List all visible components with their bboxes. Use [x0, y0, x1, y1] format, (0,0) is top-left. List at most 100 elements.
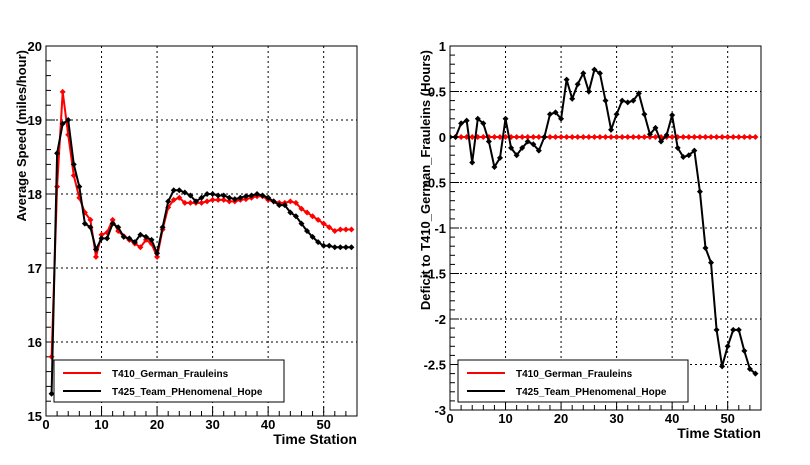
deficit-data-point — [685, 134, 692, 140]
deficit-x-tick-label: 50 — [720, 411, 734, 426]
speed-data-point — [220, 192, 227, 199]
deficit-data-point — [569, 134, 576, 140]
deficit-data-point — [558, 134, 565, 140]
speed-data-point — [298, 220, 305, 227]
speed-x-tick-label: 40 — [261, 417, 275, 432]
deficit-data-point — [680, 134, 687, 140]
deficit-data-point — [541, 134, 548, 140]
deficit-y-tick-label: 0 — [439, 130, 446, 145]
speed-data-point — [87, 216, 94, 223]
deficit-x-axis-title: Time Station — [677, 425, 761, 441]
deficit-data-point — [596, 70, 603, 77]
deficit-data-point — [602, 97, 609, 104]
deficit-data-point — [619, 97, 626, 104]
speed-legend-label: T425_Team_PHenomenal_Hope — [112, 387, 263, 398]
deficit-data-point — [580, 70, 587, 77]
speed-x-tick-label: 50 — [316, 417, 330, 432]
deficit-data-point — [552, 109, 559, 116]
deficit-data-point — [596, 134, 603, 140]
deficit-legend-box — [457, 359, 689, 403]
speed-data-point — [265, 194, 272, 201]
speed-data-point — [187, 192, 194, 199]
speed-data-point — [176, 194, 183, 201]
deficit-data-point — [619, 134, 626, 140]
speed-y-axis-title: Average Speed (miles/hour) — [14, 50, 29, 221]
speed-data-point — [131, 239, 138, 246]
deficit-data-point — [646, 131, 653, 138]
speed-data-point — [154, 250, 161, 257]
speed-data-point — [154, 253, 161, 260]
speed-data-point — [165, 198, 172, 205]
deficit-data-point — [741, 347, 748, 354]
deficit-x-tick-label: 20 — [554, 411, 568, 426]
deficit-data-point — [513, 152, 520, 159]
speed-data-point — [204, 198, 211, 205]
deficit-series-line — [450, 68, 757, 375]
deficit-data-point — [450, 134, 453, 140]
deficit-data-point — [630, 134, 637, 140]
speed-data-point — [320, 242, 327, 249]
deficit-data-point — [530, 134, 537, 140]
speed-data-point — [331, 228, 338, 234]
speed-chart: 0 10 20 30 40 50 15 16 17 18 19 20 Time Station Avera… — [14, 39, 358, 447]
deficit-data-point — [519, 144, 526, 151]
speed-data-point — [220, 196, 227, 203]
speed-data-point — [104, 235, 111, 242]
speed-data-point — [187, 199, 194, 206]
speed-data-point — [59, 88, 66, 95]
speed-data-point — [259, 192, 266, 199]
speed-data-point — [270, 198, 277, 205]
speed-data-point — [59, 120, 66, 127]
speed-data-point — [287, 209, 294, 216]
deficit-data-point — [469, 134, 476, 140]
deficit-data-point — [702, 245, 709, 252]
speed-data-point — [298, 205, 305, 212]
speed-x-tick-label: 0 — [42, 417, 49, 432]
deficit-data-point — [591, 66, 598, 73]
deficit-data-point — [696, 188, 703, 195]
deficit-data-point — [458, 134, 465, 140]
deficit-data-point — [652, 134, 659, 140]
deficit-x-tick-label: 10 — [498, 411, 512, 426]
speed-data-point — [304, 209, 311, 216]
deficit-data-point — [641, 134, 648, 140]
speed-legend-box — [53, 359, 285, 403]
speed-y-tick-label: 18 — [28, 187, 42, 202]
speed-y-tick-label: 16 — [28, 335, 42, 350]
deficit-y-tick-label: -2.5 — [424, 358, 446, 373]
speed-y-tick-label: 15 — [28, 409, 42, 424]
deficit-data-point — [713, 134, 720, 140]
deficit-data-point — [546, 134, 553, 140]
deficit-data-point — [613, 134, 620, 140]
deficit-chart: 0 10 20 30 40 50 -3 -2.5 -2 -1.5 -1 -0.5 0 0.5 1 Time S… — [418, 39, 762, 441]
speed-data-point — [342, 226, 349, 233]
speed-data-point — [109, 216, 116, 223]
speed-data-point — [287, 198, 294, 205]
speed-data-point — [315, 239, 322, 246]
speed-data-point — [48, 390, 55, 397]
deficit-y-tick-label: -1.5 — [424, 267, 446, 282]
deficit-y-tick-label: -0.5 — [424, 176, 446, 191]
deficit-data-point — [530, 141, 537, 148]
speed-data-point — [292, 199, 299, 206]
deficit-data-point — [502, 115, 509, 122]
deficit-data-point — [524, 134, 531, 140]
speed-data-point — [209, 191, 216, 197]
deficit-data-point — [624, 99, 631, 106]
deficit-y-tick-label: 1 — [439, 39, 446, 54]
deficit-data-point — [469, 159, 476, 166]
speed-data-point — [215, 196, 222, 203]
deficit-data-point — [546, 111, 553, 118]
speed-data-point — [226, 194, 233, 201]
speed-data-point — [148, 236, 155, 243]
deficit-x-tick-label: 0 — [446, 411, 453, 426]
speed-data-point — [137, 231, 144, 238]
speed-data-point — [331, 244, 338, 251]
deficit-data-point — [746, 134, 753, 140]
deficit-y-tick-label: 0.5 — [428, 85, 446, 100]
speed-data-point — [198, 194, 205, 201]
deficit-data-point — [674, 144, 681, 151]
deficit-y-axis-title: Deficit to T410_German_Frauleins (Hours) — [418, 50, 433, 310]
speed-data-point — [281, 202, 288, 209]
